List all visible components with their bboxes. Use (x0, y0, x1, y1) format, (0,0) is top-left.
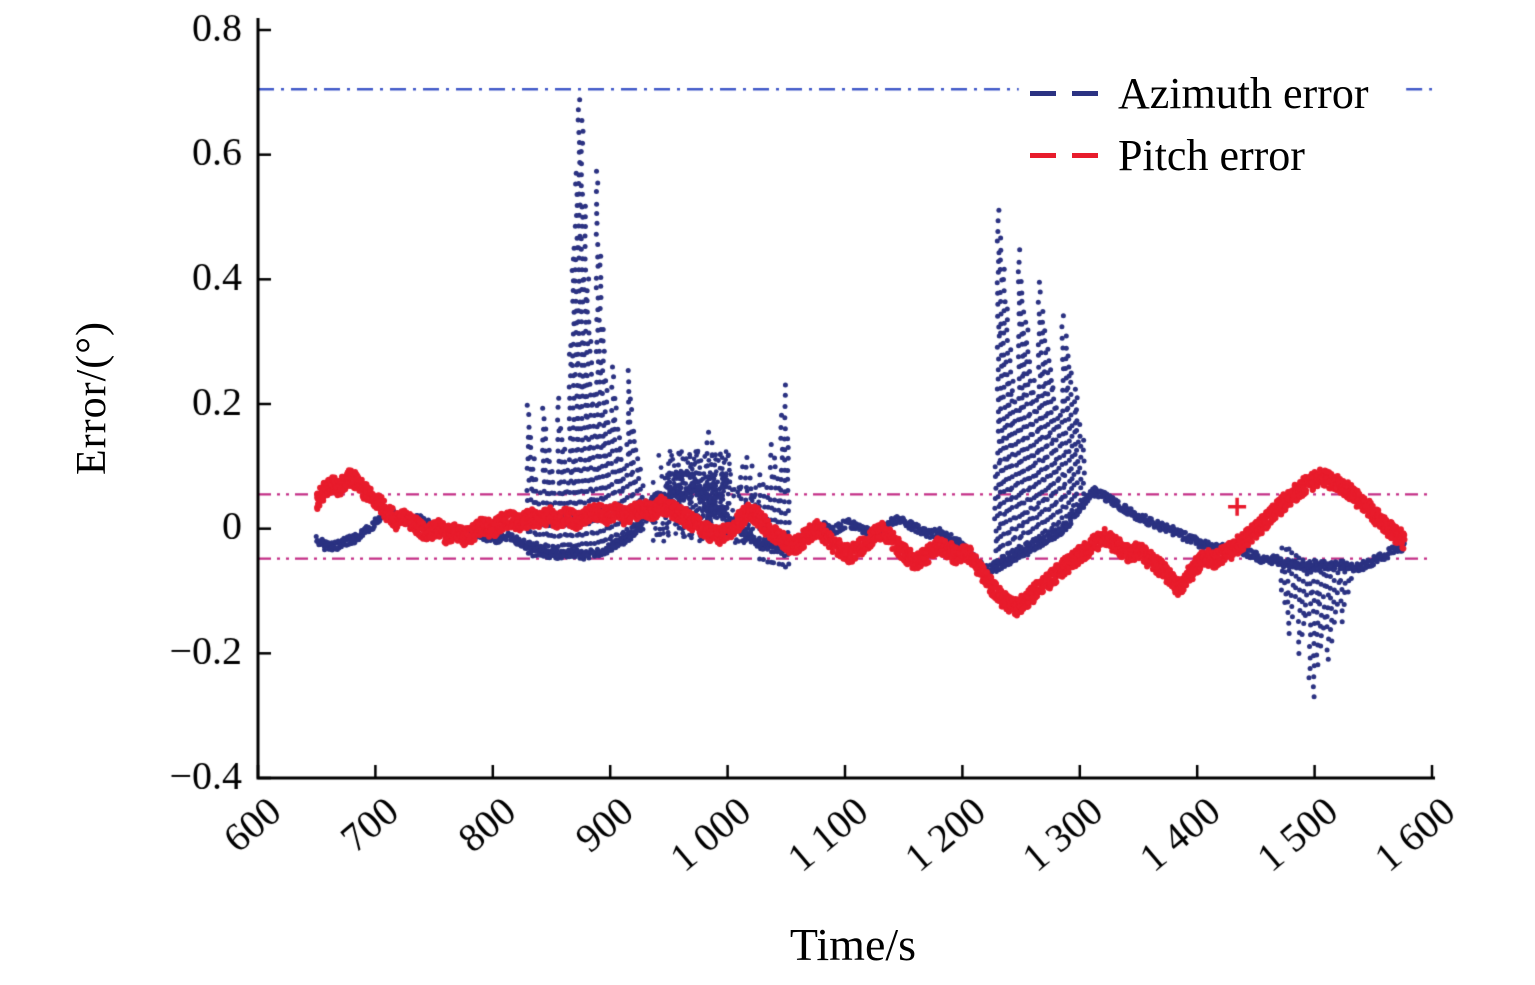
legend-label-azimuth: Azimuth error (1118, 68, 1369, 118)
y-axis-label: Error/(°) (69, 320, 115, 476)
legend: Azimuth error Pitch error (1030, 62, 1368, 186)
x-axis-label: Time/s (789, 919, 917, 970)
legend-label-pitch: Pitch error (1118, 130, 1305, 180)
pitch-line-sample-icon (1030, 152, 1108, 158)
legend-item-azimuth: Azimuth error (1030, 62, 1368, 124)
legend-item-pitch: Pitch error (1030, 124, 1368, 186)
azimuth-line-sample-icon (1030, 90, 1108, 96)
